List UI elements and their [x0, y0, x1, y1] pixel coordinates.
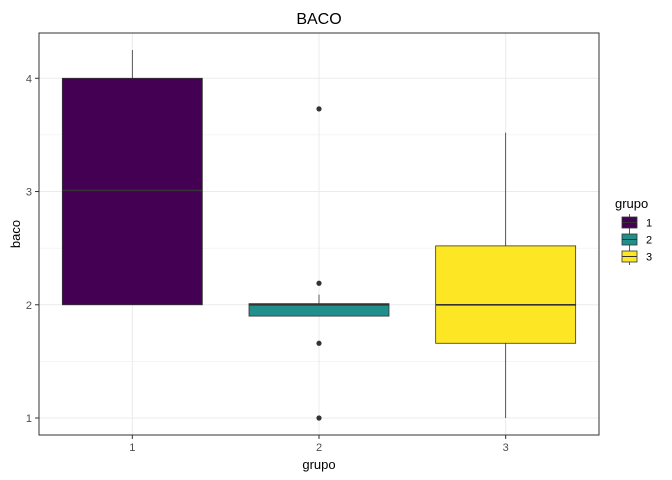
x-tick-label: 3 — [503, 442, 509, 454]
x-tick-label: 1 — [129, 442, 135, 454]
legend-label: 1 — [646, 218, 652, 230]
y-tick-label: 2 — [26, 300, 32, 312]
box-3 — [435, 245, 577, 344]
box-group-2 — [248, 106, 390, 421]
legend-title: grupo — [615, 196, 648, 211]
y-tick-label: 4 — [26, 73, 32, 85]
box-2 — [248, 303, 390, 317]
legend: grupo 1 2 3 — [615, 196, 652, 265]
box-1 — [61, 77, 203, 306]
box-group-1 — [61, 49, 203, 306]
outlier-point — [316, 415, 322, 421]
box-group-3 — [435, 132, 577, 419]
plot-area — [38, 32, 600, 436]
legend-entry-2: 2 — [621, 231, 652, 248]
legend-label: 2 — [646, 235, 652, 247]
outlier-point — [316, 280, 322, 286]
legend-entry-1: 1 — [621, 214, 652, 231]
y-axis-title: baco — [8, 220, 23, 248]
y-tick-label: 1 — [26, 413, 32, 425]
chart-title: BACO — [296, 11, 341, 28]
outlier-point — [316, 106, 322, 112]
legend-entry-3: 3 — [621, 248, 652, 265]
outlier-point — [316, 340, 322, 346]
legend-label: 3 — [646, 252, 652, 264]
x-tick-label: 2 — [316, 442, 322, 454]
y-tick-label: 3 — [26, 187, 32, 199]
x-axis-title: grupo — [302, 457, 335, 472]
